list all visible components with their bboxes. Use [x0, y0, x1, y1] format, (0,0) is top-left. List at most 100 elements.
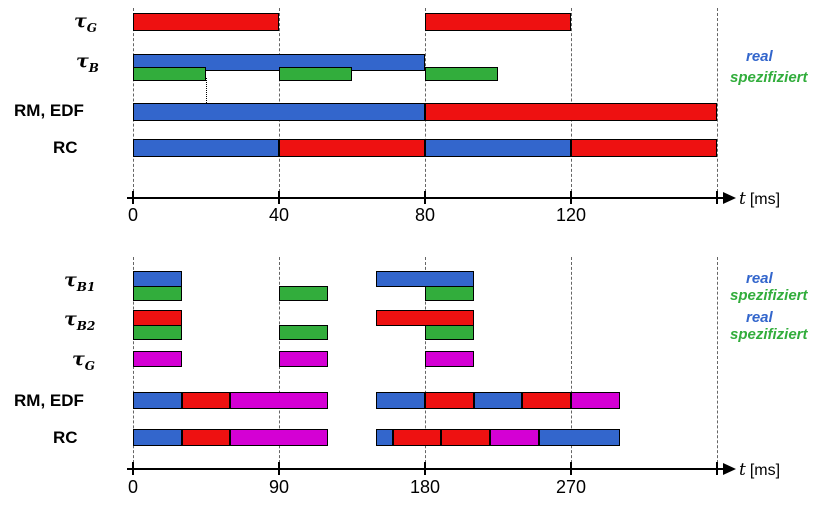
task-execution-bar	[473, 392, 523, 409]
axis-arrowhead-icon	[722, 463, 736, 475]
axis-tick	[278, 191, 280, 204]
axis-tick	[570, 191, 572, 204]
axis-tick-label: 90	[268, 477, 290, 497]
task-execution-bar	[376, 310, 474, 326]
time-axis-line	[127, 468, 725, 470]
legend-label-spezifiziert: spezifiziert	[730, 287, 808, 304]
task-execution-bar	[230, 392, 328, 409]
row-label-tau-b1: τB1	[64, 270, 95, 297]
task-execution-bar	[133, 392, 182, 409]
axis-tick-label: 270	[555, 477, 587, 497]
row-label-tau-g: τG	[74, 11, 97, 38]
gridline	[716, 257, 718, 468]
task-execution-bar	[425, 13, 571, 31]
legend-label-real: real	[746, 309, 773, 326]
axis-arrowhead-icon	[723, 192, 736, 204]
task-execution-bar	[278, 351, 328, 367]
gridline	[279, 8, 280, 197]
task-execution-bar	[392, 429, 442, 446]
task-execution-bar	[279, 139, 425, 157]
task-execution-bar	[133, 67, 206, 81]
tau-subscript: B	[88, 60, 99, 75]
time-symbol: t	[739, 460, 746, 480]
gridline	[717, 8, 718, 197]
legend-label-real: real	[746, 270, 773, 287]
task-execution-bar	[133, 286, 182, 301]
legend-label-spezifiziert: spezifiziert	[730, 326, 808, 343]
task-execution-bar	[424, 325, 474, 340]
task-execution-bar	[133, 310, 182, 326]
tau-symbol: τ	[74, 10, 87, 32]
row-label-tau-b: τB	[76, 51, 99, 78]
axis-tick-label: 80	[414, 205, 436, 225]
legend-label-spezifiziert: spezifiziert	[730, 69, 808, 86]
task-execution-bar	[133, 325, 182, 340]
row-label-tau-g2: τG	[72, 349, 95, 376]
row-label-rc: RC	[53, 138, 78, 157]
task-execution-bar	[376, 392, 425, 409]
legend-label-real: real	[746, 48, 773, 65]
task-execution-bar	[278, 286, 328, 301]
task-execution-bar	[133, 351, 182, 367]
tau-subscript: G	[84, 358, 96, 373]
axis-tick-label: 40	[268, 205, 290, 225]
gridline	[570, 257, 572, 468]
tau-symbol: τ	[72, 348, 85, 370]
gridline	[571, 8, 572, 197]
task-execution-bar	[133, 103, 425, 121]
axis-tick-label: 0	[127, 205, 138, 225]
row-label-tau-b2: τB2	[64, 309, 95, 336]
tau-subscript: B1	[76, 279, 96, 294]
axis-tick	[132, 191, 134, 204]
task-execution-bar	[441, 429, 490, 446]
tau-symbol: τ	[64, 269, 77, 291]
axis-tick	[569, 462, 572, 475]
gridline	[133, 8, 134, 197]
tau-symbol: τ	[64, 308, 77, 330]
task-execution-bar	[181, 429, 231, 446]
axis-tick-label: 120	[555, 205, 587, 225]
axis-tick-label: 0	[127, 477, 138, 497]
axis-unit-label: t [ms]	[739, 460, 780, 480]
time-symbol: t	[739, 189, 746, 209]
task-execution-bar	[425, 139, 571, 157]
tau-symbol: τ	[76, 50, 89, 72]
row-label-rm-edf: RM, EDF	[14, 101, 84, 120]
gridline	[425, 8, 426, 197]
task-execution-bar	[133, 13, 279, 31]
task-execution-bar	[133, 429, 182, 446]
time-axis-line	[127, 197, 725, 199]
task-execution-bar	[424, 351, 474, 367]
axis-tick	[715, 462, 718, 475]
unit-text: [ms]	[749, 191, 781, 208]
task-execution-bar	[376, 271, 474, 287]
row-label-rc-2: RC	[53, 428, 78, 447]
axis-tick	[277, 462, 280, 475]
unit-text: [ms]	[749, 462, 781, 479]
axis-tick	[716, 191, 718, 204]
axis-unit-label: t [ms]	[739, 189, 780, 209]
axis-tick	[423, 462, 426, 475]
task-execution-bar	[376, 429, 393, 446]
axis-tick	[132, 462, 134, 475]
task-execution-bar	[230, 429, 328, 446]
row-label-rm-edf-2: RM, EDF	[14, 391, 84, 410]
task-execution-bar	[570, 392, 620, 409]
task-execution-bar	[538, 429, 620, 446]
task-execution-bar	[489, 429, 539, 446]
task-execution-bar	[133, 139, 279, 157]
axis-tick	[424, 191, 426, 204]
task-execution-bar	[133, 271, 182, 287]
task-execution-bar	[424, 392, 474, 409]
tau-subscript: G	[86, 20, 98, 35]
axis-tick-label: 180	[409, 477, 441, 497]
task-execution-bar	[181, 392, 231, 409]
tau-subscript: B2	[76, 318, 96, 333]
spec-time-marker-line	[206, 78, 207, 103]
task-execution-bar	[279, 67, 352, 81]
task-execution-bar	[278, 325, 328, 340]
task-execution-bar	[571, 139, 717, 157]
task-execution-bar	[425, 67, 498, 81]
task-execution-bar	[522, 392, 571, 409]
